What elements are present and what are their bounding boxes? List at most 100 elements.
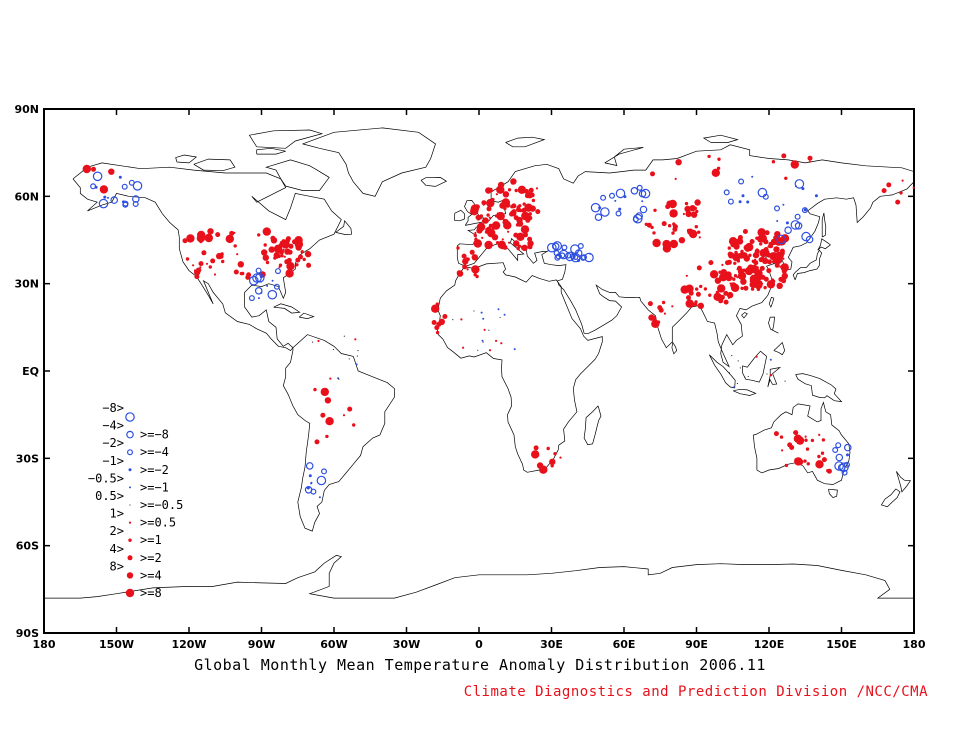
station-marker-388: [776, 282, 783, 289]
station-marker-477: [758, 257, 764, 263]
lon-tick-label: 0: [475, 638, 483, 651]
station-marker-562: [817, 454, 821, 459]
station-marker-33: [204, 233, 213, 243]
station-marker-636: [324, 397, 332, 404]
station-marker-115: [122, 200, 129, 207]
station-marker-302: [615, 210, 622, 217]
lon-tick-label: 120E: [754, 638, 784, 651]
station-marker-584: [843, 461, 850, 468]
legend-left-label: 4>: [110, 542, 124, 556]
station-marker-208: [494, 214, 499, 218]
station-marker-86: [298, 254, 303, 260]
station-marker-69: [270, 237, 278, 244]
station-marker-265: [561, 244, 568, 251]
station-marker-11: [201, 250, 207, 256]
coastline-victoria-isl: [193, 158, 236, 172]
station-marker-53: [229, 230, 235, 236]
station-marker-544: [794, 179, 805, 189]
station-marker-570: [815, 460, 824, 469]
station-marker-682: [343, 335, 345, 337]
station-marker-517: [727, 296, 731, 299]
station-marker-589: [318, 496, 321, 499]
station-marker-171: [516, 232, 525, 241]
station-marker-254: [559, 254, 562, 258]
station-marker-292: [600, 207, 610, 217]
station-marker-51: [216, 252, 223, 260]
coastline-cuba: [273, 303, 301, 314]
station-marker-629: [784, 176, 788, 180]
station-marker-97: [257, 297, 260, 300]
station-marker-276: [466, 257, 470, 261]
station-marker-693: [733, 386, 736, 389]
coastline-luzon: [768, 316, 779, 334]
station-marker-100: [259, 275, 263, 279]
station-marker-166: [491, 234, 499, 241]
station-marker-433: [749, 239, 755, 244]
credit-line: Climate Diagnostics and Prediction Divis…: [463, 684, 928, 700]
legend-left-label: −8>: [102, 401, 124, 415]
station-marker-686: [744, 376, 746, 378]
station-marker-647: [661, 300, 666, 305]
station-marker-313: [671, 231, 675, 235]
coastline-africa: [436, 262, 603, 473]
station-marker-586: [846, 453, 849, 457]
station-marker-451: [743, 244, 750, 251]
legend-left-label: 0.5>: [95, 489, 124, 503]
station-marker-335: [669, 239, 678, 249]
station-marker-18: [205, 262, 209, 265]
station-marker-481: [775, 251, 784, 260]
station-marker-339: [672, 226, 678, 232]
station-marker-279: [469, 249, 475, 255]
station-marker-70: [288, 243, 294, 249]
station-marker-621: [675, 159, 682, 166]
station-marker-641: [320, 412, 326, 418]
coastline-ireland: [454, 209, 465, 222]
station-marker-176: [518, 208, 523, 213]
station-marker-640: [320, 387, 329, 397]
station-marker-630: [881, 188, 887, 194]
station-marker-677: [348, 358, 350, 360]
station-marker-502: [719, 273, 728, 282]
station-marker-587: [843, 443, 852, 452]
station-marker-616: [717, 157, 721, 161]
station-marker-524: [794, 213, 801, 220]
station-marker-206: [503, 218, 507, 223]
station-marker-522: [689, 302, 695, 307]
station-marker-127: [473, 233, 477, 238]
station-marker-336: [689, 205, 696, 212]
station-marker-72: [278, 243, 284, 249]
station-marker-606: [549, 458, 556, 465]
station-marker-323: [667, 224, 672, 228]
station-marker-501: [688, 290, 694, 296]
station-marker-491: [697, 302, 704, 309]
legend-right-label: >=1: [140, 533, 162, 547]
station-marker-656: [499, 316, 501, 319]
station-marker-209: [521, 245, 526, 251]
station-marker-242: [517, 185, 527, 194]
station-marker-238: [529, 205, 536, 212]
lon-tick-label: 30E: [540, 638, 563, 651]
station-marker-157: [522, 202, 526, 206]
station-marker-327: [650, 225, 654, 230]
coastline-south-america: [282, 334, 395, 532]
station-marker-601: [546, 446, 550, 451]
station-marker-14: [213, 273, 217, 276]
station-marker-674: [355, 363, 358, 366]
legend-left-label: −4>: [102, 419, 124, 433]
station-marker-309: [646, 222, 652, 228]
station-marker-699: [770, 374, 773, 377]
station-marker-576: [795, 436, 805, 445]
station-marker-461: [759, 265, 765, 271]
station-marker-605: [539, 465, 548, 474]
station-marker-314: [653, 208, 657, 212]
station-marker-595: [310, 481, 313, 484]
station-marker-60: [300, 250, 304, 254]
station-marker-662: [473, 310, 475, 312]
station-marker-64: [286, 262, 295, 271]
station-marker-545: [782, 203, 785, 206]
station-marker-628: [674, 177, 677, 180]
station-marker-540: [751, 175, 754, 178]
coastline-iceland: [420, 177, 448, 187]
station-marker-476: [728, 252, 735, 259]
station-marker-460: [744, 257, 747, 260]
